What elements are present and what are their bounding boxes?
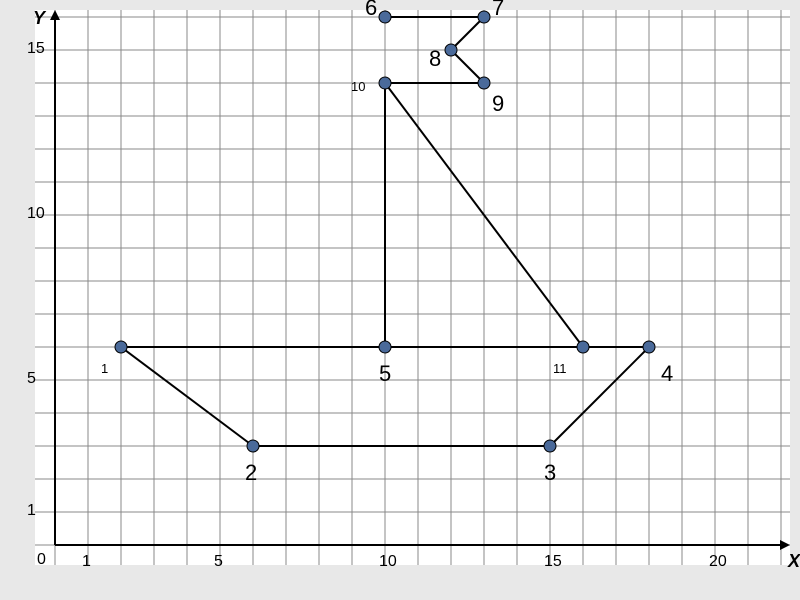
point-label-3: 3 [544, 460, 556, 486]
point-label-2: 2 [245, 460, 257, 486]
point-label-11: 11 [553, 361, 567, 376]
point-label-1: 1 [101, 361, 108, 376]
point-label-9: 9 [492, 91, 504, 117]
point-label-6: 6 [365, 0, 377, 21]
point-label-7: 7 [492, 0, 504, 21]
point-label-4: 4 [661, 361, 673, 387]
point-label-10: 10 [351, 79, 365, 94]
point-label-5: 5 [379, 361, 391, 387]
point-label-8: 8 [429, 46, 441, 72]
coordinate-diagram: XY0151015201510151234567891011 [0, 0, 800, 600]
